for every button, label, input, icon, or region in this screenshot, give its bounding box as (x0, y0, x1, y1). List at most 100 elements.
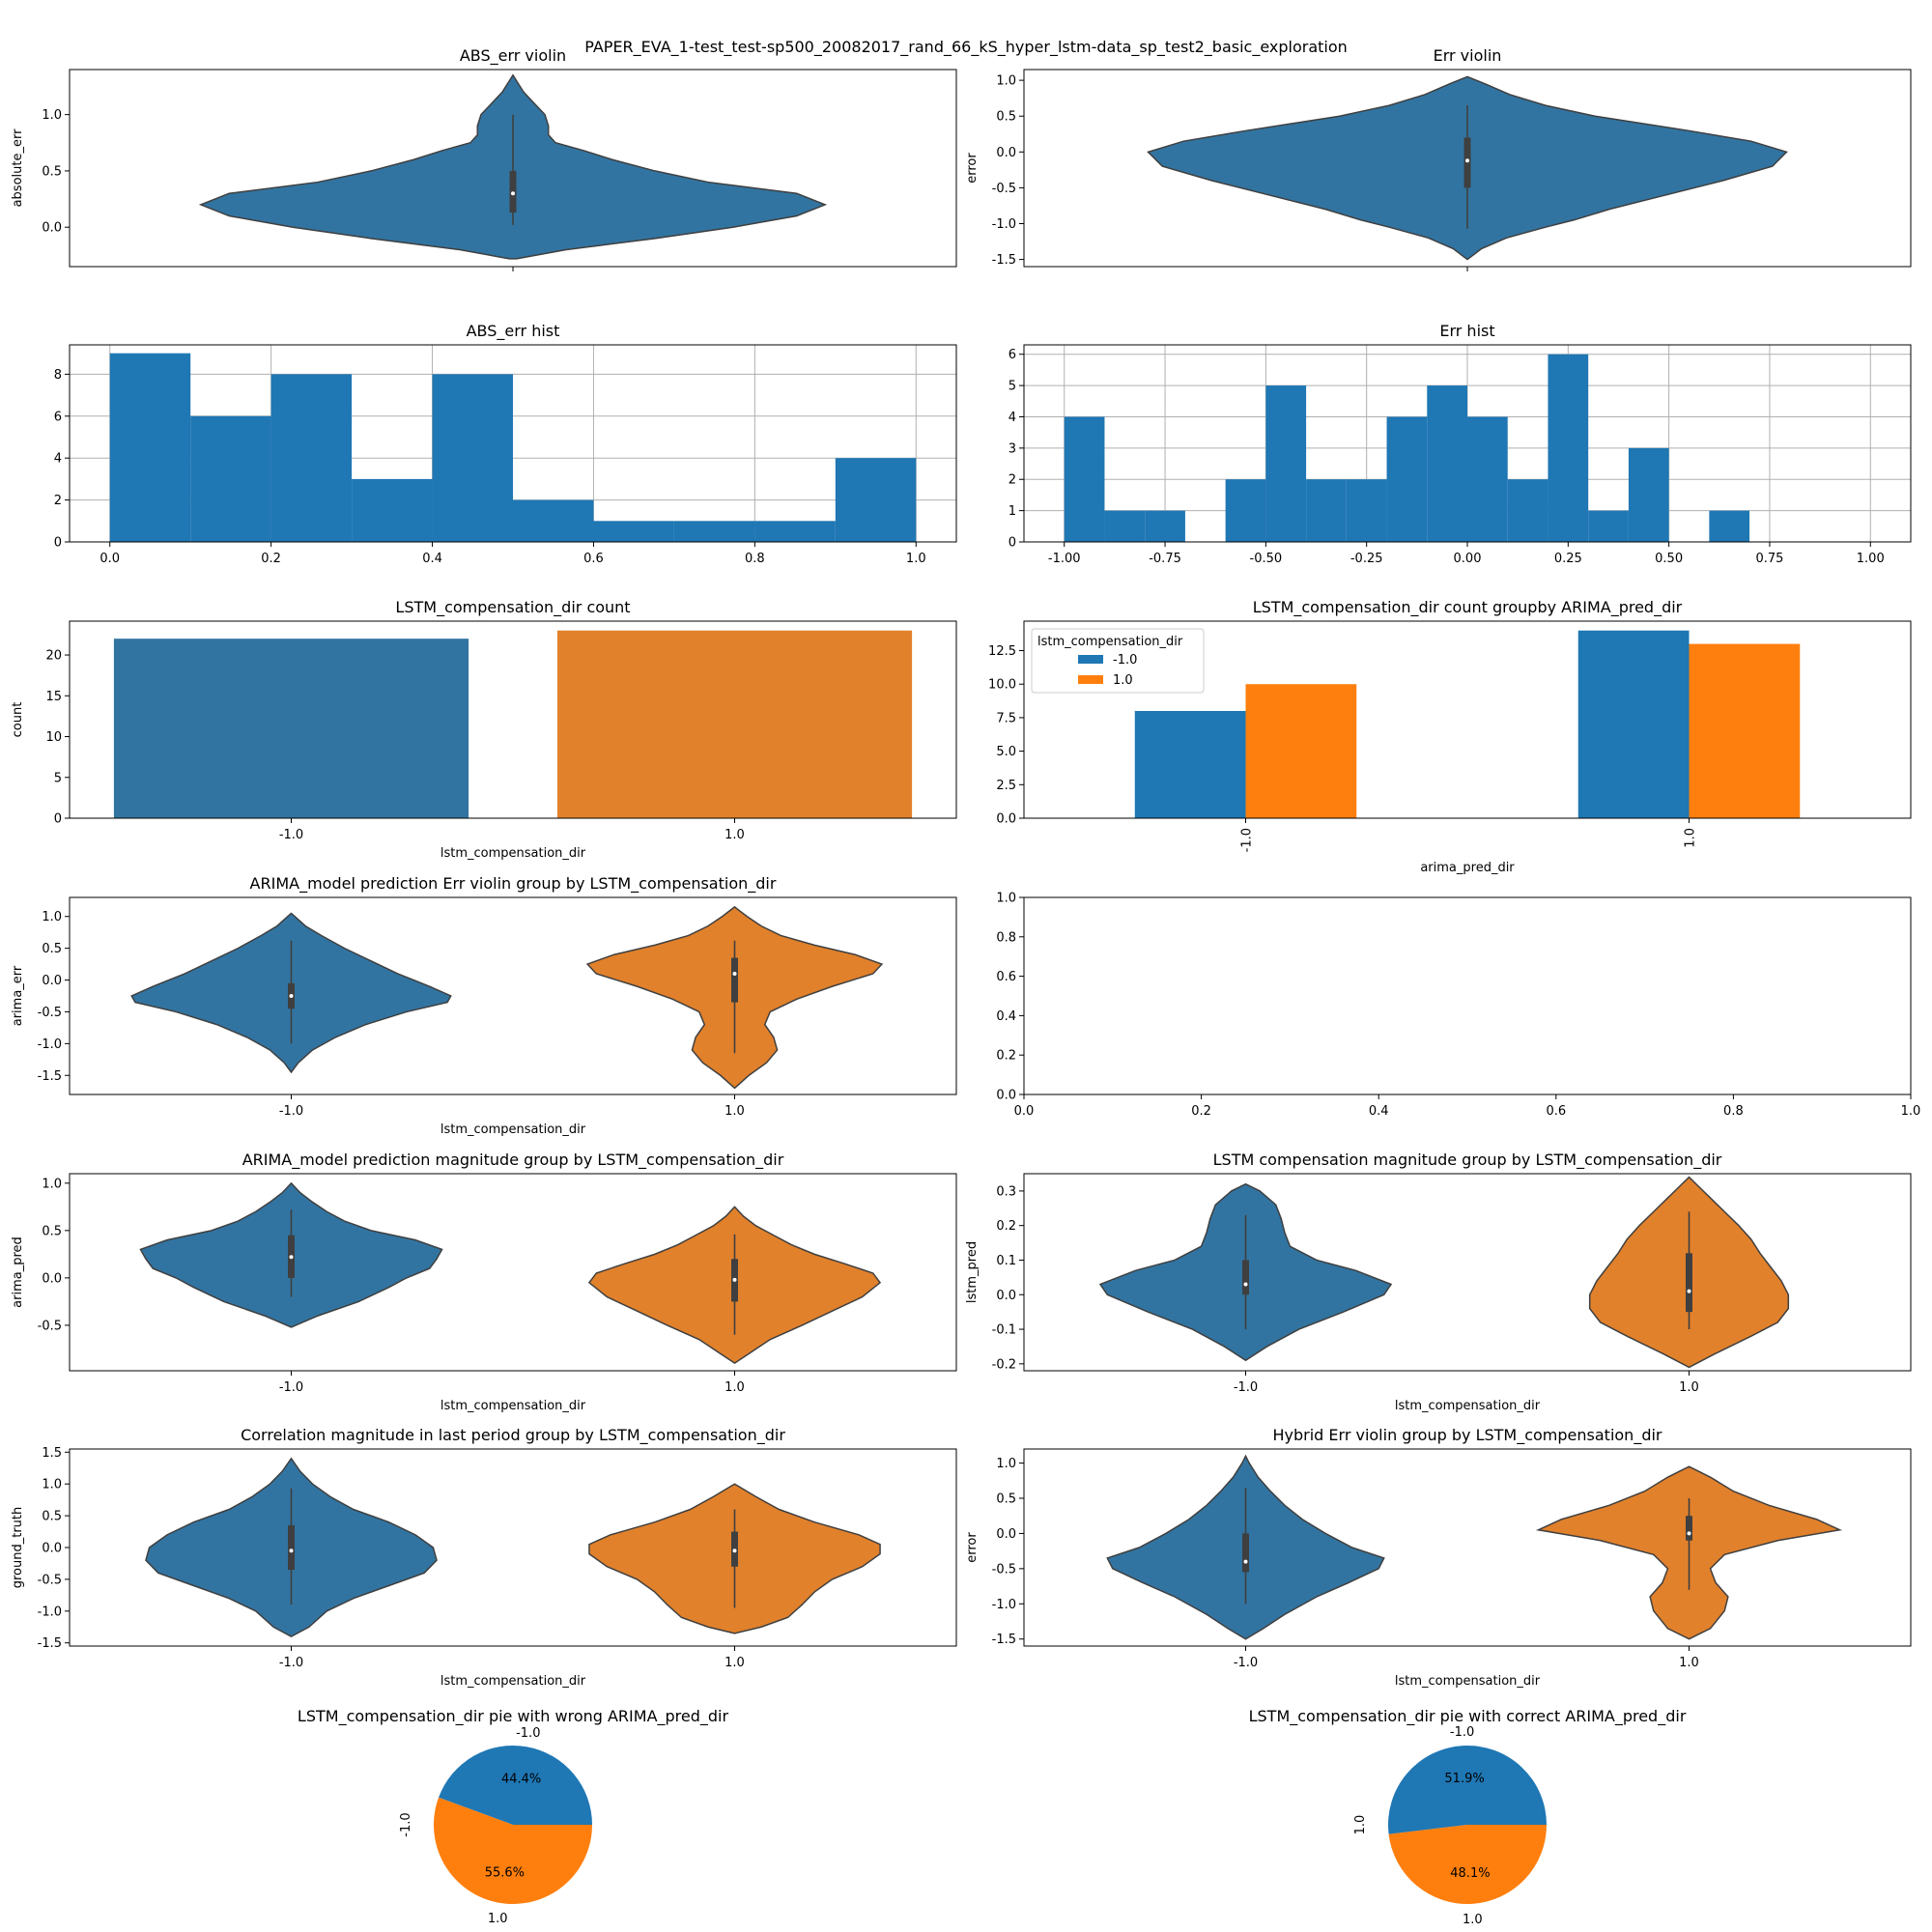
y-tick-label: 5 (54, 771, 62, 785)
y-tick-label: 0 (54, 536, 62, 551)
hist-bar (1064, 416, 1105, 542)
x-tick-label: -0.75 (1149, 552, 1181, 566)
x-tick-label: -0.50 (1250, 552, 1283, 566)
x-tick-label: 0.6 (583, 552, 604, 566)
axes-frame (69, 344, 957, 543)
y-tick-label: 20 (45, 649, 62, 664)
y-tick-label: -1.5 (38, 1069, 62, 1084)
chart-title: LSTM_compensation_dir pie with correct A… (1249, 1707, 1687, 1726)
y-axis-label: lstm_pred (965, 1241, 980, 1303)
pie-pct-label: 55.6% (485, 1865, 525, 1880)
x-axis-label: lstm_compensation_dir (440, 1399, 586, 1413)
pie-slice (1387, 1745, 1547, 1834)
x-tick-label: -1.0 (279, 1380, 303, 1395)
violin-box (1686, 1253, 1692, 1313)
pie-label: 1.0 (488, 1912, 508, 1926)
y-tick-label: 10 (45, 730, 62, 745)
y-tick-label: 7.5 (996, 711, 1016, 725)
hist-bar (1225, 479, 1266, 542)
y-tick-label: 0.5 (996, 1492, 1016, 1507)
y-tick-label: 0.2 (996, 1219, 1016, 1234)
chart-abs_hist: ABS_err hist 0 2 4 6 8 0.0 0.2 0.4 0.6 0.8 1.0 (54, 322, 957, 566)
y-tick-label: 12.5 (988, 644, 1016, 659)
chart-comp_count: LSTM_compensation_dir count 0 5 10 15 20 -1.0 1… (11, 598, 957, 861)
legend-swatch (1078, 655, 1103, 664)
x-tick-label: 1.0 (724, 1104, 745, 1119)
y-tick-label: -0.5 (38, 1573, 62, 1587)
y-tick-label: 1.0 (996, 74, 1016, 89)
x-tick-label: 0.75 (1755, 552, 1783, 566)
y-tick-label: 15 (45, 690, 62, 704)
y-tick-label: 0.6 (996, 970, 1016, 984)
bar (1245, 684, 1357, 818)
violin-median (1243, 1559, 1248, 1564)
y-tick-label: -0.5 (38, 1006, 62, 1020)
chart-pie_correct: LSTM_compensation_dir pie with correct A… (1249, 1707, 1687, 1927)
y-tick-label: -1.0 (38, 1037, 62, 1052)
x-tick-label: 0.00 (1454, 552, 1482, 566)
y-tick-label: 1.0 (42, 108, 62, 123)
chart-title: LSTM compensation magnitude group by LST… (1213, 1151, 1722, 1170)
chart-err_violin: Err violin -1.5 -1.0 -0.5 0.0 0.5 1.0 error (965, 46, 1912, 271)
y-tick-label: -1.0 (992, 1598, 1016, 1612)
x-tick-label: -1.0 (1234, 1380, 1258, 1395)
pie-slice (433, 1797, 592, 1905)
x-axis-label: lstm_compensation_dir (440, 1674, 586, 1689)
hist-bar (1548, 354, 1589, 542)
chart-comp_group: LSTM_compensation_dir count groupby ARIM… (988, 598, 1912, 875)
x-tick-label: 0.2 (1191, 1104, 1211, 1119)
x-axis-label: arima_pred_dir (1420, 861, 1515, 875)
chart-ground_truth: Correlation magnitude in last period gro… (11, 1426, 957, 1689)
hist-bar (109, 353, 191, 542)
y-tick-label: 0.8 (996, 930, 1016, 945)
violin-median (511, 191, 515, 196)
violin-box (1463, 137, 1471, 188)
y-tick-label: -0.5 (992, 1562, 1016, 1577)
violin-median (289, 1255, 294, 1260)
y-tick-label: 0.0 (996, 1089, 1016, 1103)
y-tick-label: -0.5 (992, 182, 1016, 196)
y-tick-label: 5.0 (996, 745, 1016, 759)
y-tick-label: 0.0 (42, 974, 62, 988)
y-tick-label: 1.0 (42, 1478, 62, 1492)
violin-median (1465, 158, 1469, 163)
chart-empty: 0.0 0.2 0.4 0.6 0.8 1.0 0.0 0.2 0.4 0.6 0.8 1.0 (996, 892, 1920, 1120)
y-tick-label: -1.0 (992, 217, 1016, 232)
chart-title: Hybrid Err violin group by LSTM_compensa… (1272, 1426, 1662, 1445)
x-tick-label: 1.0 (906, 552, 926, 566)
x-tick-label: 1.0 (1901, 1104, 1921, 1119)
hist-bar (835, 458, 917, 542)
x-tick-label: 0.50 (1655, 552, 1683, 566)
legend-swatch (1078, 675, 1103, 684)
bar (113, 639, 469, 818)
y-tick-label: 5 (1009, 380, 1016, 394)
pie-pct-label: 44.4% (501, 1773, 541, 1787)
chart-title: LSTM_compensation_dir count (395, 598, 630, 617)
hist-bar (270, 374, 353, 542)
hist-bar (432, 374, 513, 542)
violin-box (1686, 1516, 1692, 1541)
legend-box (1031, 628, 1205, 694)
figure-suptitle: PAPER_EVA_1-test_test-sp500_20082017_ran… (584, 38, 1348, 57)
x-tick-label: 1.0 (724, 1656, 745, 1670)
hist-bar (1386, 416, 1428, 542)
pie-label: -1.0 (516, 1726, 540, 1741)
pie-label: 1.0 (1463, 1913, 1483, 1927)
hist-bar (1265, 385, 1307, 542)
x-tick-label: 0.8 (1723, 1104, 1744, 1119)
hist-bar (1306, 479, 1347, 542)
chart-title: ARIMA_model prediction Err violin group … (250, 874, 777, 894)
hist-bar (673, 521, 755, 542)
violin-box (1242, 1533, 1249, 1573)
y-tick-label: 2.5 (996, 779, 1016, 793)
y-axis-label: absolute_err (11, 128, 25, 208)
x-tick-label: 1.0 (1679, 1656, 1699, 1670)
axes-frame (69, 1173, 957, 1372)
x-axis-label: lstm_compensation_dir (1395, 1674, 1541, 1689)
x-tick-label: 1.0 (724, 828, 745, 842)
violin-box (288, 1524, 295, 1571)
chart-pie_wrong: LSTM_compensation_dir pie with wrong ARI… (298, 1707, 729, 1926)
y-tick-label: 10.0 (988, 678, 1016, 693)
violin-median (732, 1548, 737, 1553)
y-tick-label: 0.1 (996, 1254, 1016, 1268)
